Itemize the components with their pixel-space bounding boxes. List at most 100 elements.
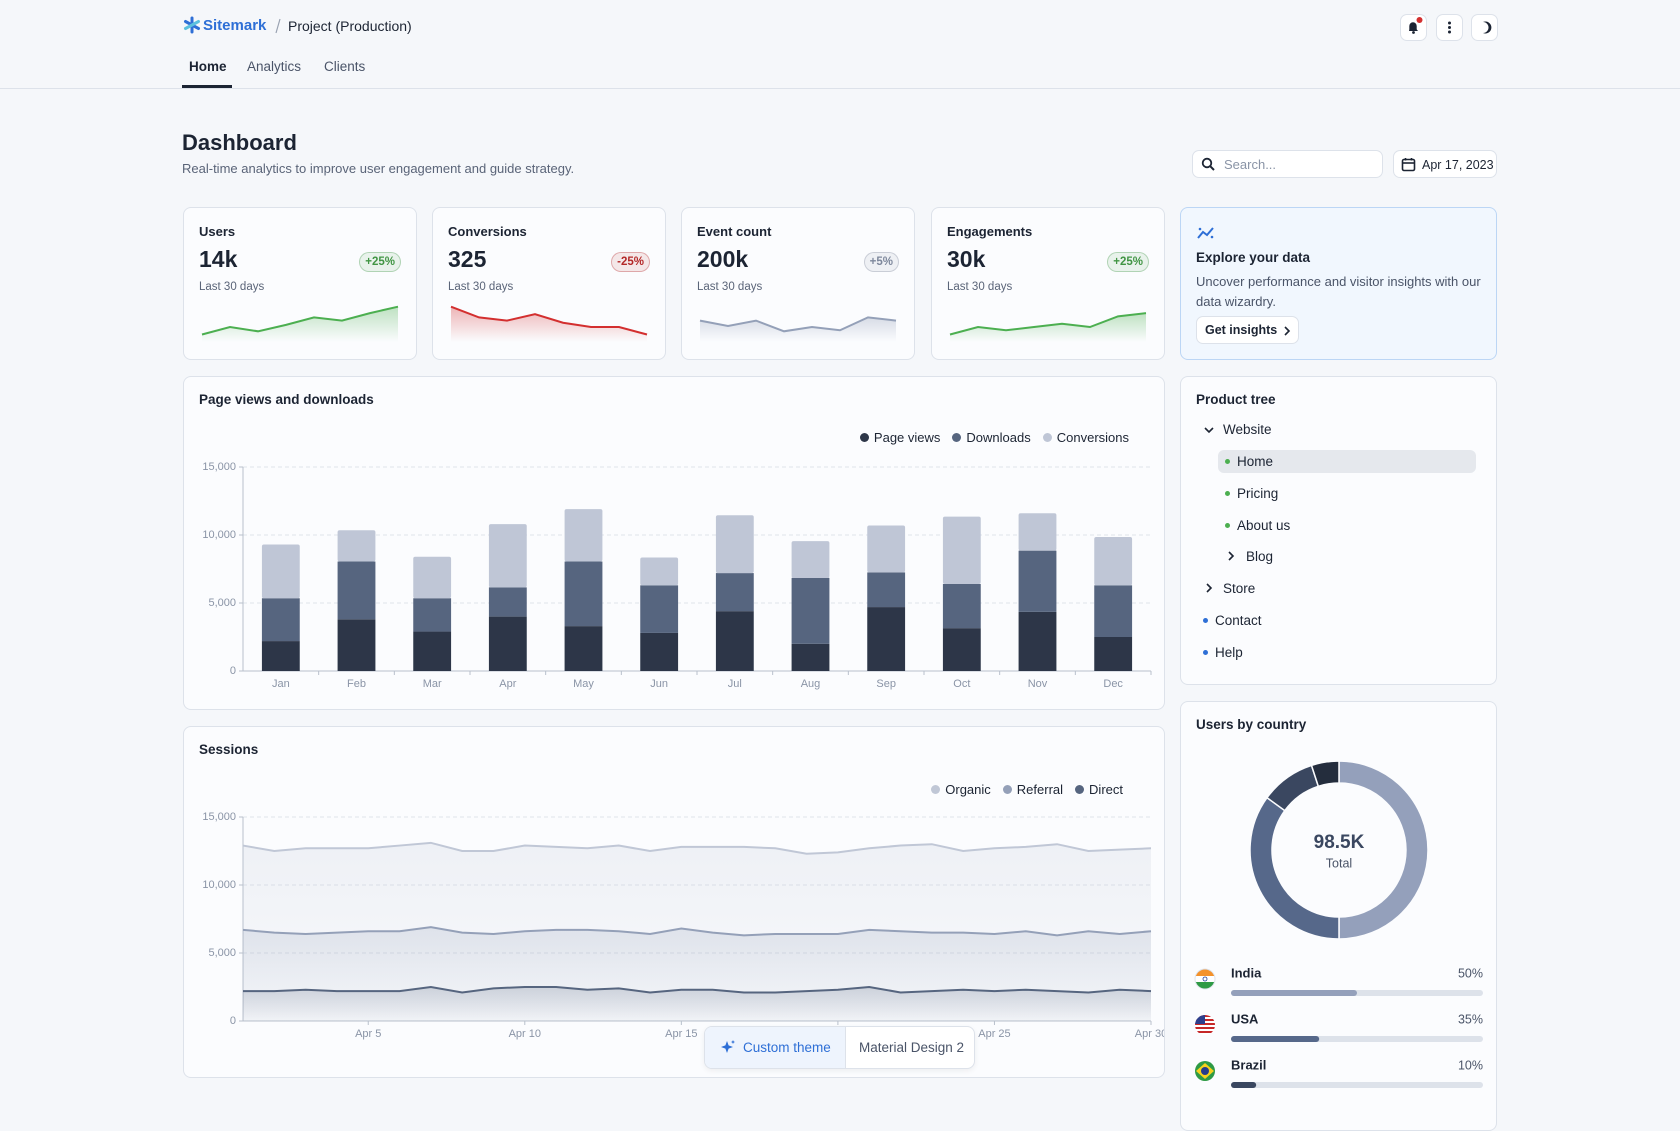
button-label: Get insights — [1205, 323, 1278, 337]
more-button[interactable] — [1436, 14, 1463, 41]
bar-segment — [715, 611, 754, 671]
search-box[interactable]: Search... — [1192, 150, 1383, 178]
tree-item[interactable]: Blog — [1246, 549, 1274, 564]
stat-period: Last 30 days — [448, 281, 514, 293]
x-tick-label: Jun — [650, 678, 668, 690]
product-tree-card: Product tree Website Home Pricing About … — [1180, 376, 1497, 685]
sparkline — [450, 305, 648, 342]
x-tick-label: Oct — [953, 678, 970, 690]
stat-value: 14k — [199, 246, 238, 272]
notifications-button[interactable] — [1400, 14, 1427, 41]
tree-item[interactable]: Help — [1215, 645, 1243, 660]
explore-card: Explore your data Uncover performance an… — [1180, 207, 1497, 360]
x-tick-label: Apr 10 — [509, 1028, 541, 1040]
tree-item[interactable]: About us — [1237, 518, 1291, 533]
tree-item[interactable]: Home — [1237, 454, 1274, 469]
legend-item: Referral — [1002, 782, 1063, 797]
donut-total-label: Total — [1326, 856, 1352, 870]
page: Dashboard { "header": {"brand": "Sitemar… — [0, 14, 1680, 1131]
y-tick-label: 0 — [230, 665, 236, 677]
stat-title: Event count — [697, 224, 772, 239]
active-tab-indicator — [182, 85, 232, 88]
get-insights-button[interactable]: Get insights — [1196, 316, 1299, 344]
sparkline-area — [451, 306, 647, 342]
bar-segment — [488, 587, 527, 617]
brand[interactable]: Sitemark — [203, 17, 267, 34]
sparkline-line — [450, 305, 648, 336]
legend-swatch — [1002, 785, 1012, 794]
donut-total: 98.5K — [1314, 832, 1365, 853]
y-tick-label: 15,000 — [202, 461, 236, 473]
progress-fill — [1231, 1036, 1320, 1042]
tree-item[interactable]: Contact — [1215, 613, 1262, 628]
trend-badge: +25% — [359, 252, 401, 272]
page-views-card: Page views and downloads Page views Downl… — [183, 376, 1165, 710]
sparkline-line — [201, 305, 399, 336]
country-name: Brazil — [1231, 1057, 1266, 1072]
tree-item[interactable]: Website — [1223, 422, 1272, 437]
bar-segment — [564, 626, 603, 671]
legend-item: Direct — [1075, 782, 1123, 797]
bar-segment — [867, 607, 906, 671]
stat-value: 30k — [947, 246, 986, 272]
x-tick-label: Apr 25 — [978, 1028, 1010, 1040]
flag-usa — [1195, 1015, 1215, 1035]
users-by-country-card: Users by country 98.5K Total India 50% USA… — [1180, 701, 1497, 1131]
bar-segment — [337, 530, 376, 562]
bar-segment — [1094, 537, 1133, 586]
flag-india — [1194, 968, 1216, 990]
tree-item[interactable]: Store — [1223, 581, 1256, 596]
bar-segment — [337, 619, 376, 671]
stat-card: Users 14k +25% Last 30 days — [183, 207, 417, 360]
x-tick-label: Sep — [876, 678, 896, 690]
trend-badge: +25% — [1107, 252, 1149, 272]
flag-brazil — [1195, 1061, 1215, 1081]
tree-item[interactable]: Pricing — [1237, 486, 1279, 501]
date-picker[interactable]: Apr 17, 2023 — [1393, 150, 1497, 178]
legend-item: Page views — [859, 430, 940, 445]
bar-segment — [413, 598, 452, 632]
donut-slice — [1265, 764, 1320, 812]
toggle-option[interactable]: Material Design 2 — [859, 1040, 965, 1055]
legend-label: Direct — [1089, 782, 1123, 797]
y-tick-label: 5,000 — [208, 947, 236, 959]
stat-title: Conversions — [448, 224, 527, 239]
bar-chart: 0 5,000 10,000 15,000 Jan Feb Mar Apr May Jun Jul A… — [202, 461, 1152, 690]
progress-fill — [1231, 1082, 1257, 1088]
progress-fill — [1231, 990, 1357, 996]
legend-swatch — [952, 433, 962, 442]
stat-card: Conversions 325 -25% Last 30 days — [432, 207, 666, 360]
selected-highlight — [1218, 450, 1476, 473]
sparkline-area — [950, 313, 1146, 342]
breadcrumb-project[interactable]: Project (Production) — [288, 18, 412, 34]
legend: Page views Downloads Conversions — [859, 430, 1129, 445]
trend-badge: -25% — [611, 252, 650, 272]
donut-slice — [1338, 760, 1429, 940]
y-tick-label: 15,000 — [202, 811, 236, 823]
stat-period: Last 30 days — [697, 281, 763, 293]
legend-swatch — [1042, 433, 1052, 442]
stat-value: 325 — [448, 246, 487, 272]
progress-track — [1231, 1082, 1483, 1088]
toggle-option-selected[interactable]: Custom theme — [705, 1027, 846, 1068]
x-tick-label: Apr 5 — [355, 1028, 381, 1040]
tab[interactable]: Clients — [324, 59, 366, 74]
y-tick-label: 0 — [230, 1015, 236, 1027]
tab[interactable]: Home — [189, 59, 227, 74]
donut-chart: 98.5K Total India 50% USA 35% Brazil 10% — [1194, 760, 1483, 1088]
page-title: Dashboard — [182, 130, 297, 155]
legend-label: Organic — [945, 782, 991, 797]
sparkline — [949, 312, 1147, 342]
theme-mode-button[interactable] — [1471, 14, 1498, 41]
series-line — [243, 985, 1152, 994]
x-tick-label: Jul — [728, 678, 742, 690]
legend-swatch — [1075, 785, 1085, 794]
bar-segment — [1094, 637, 1133, 671]
tab[interactable]: Analytics — [247, 59, 302, 74]
bar-segment — [942, 516, 981, 584]
country-percent: 10% — [1458, 1058, 1483, 1072]
x-tick-label: Feb — [347, 678, 366, 690]
legend-item: Conversions — [1042, 430, 1129, 445]
series-area — [243, 987, 1151, 1021]
trend-badge: +5% — [863, 252, 899, 272]
